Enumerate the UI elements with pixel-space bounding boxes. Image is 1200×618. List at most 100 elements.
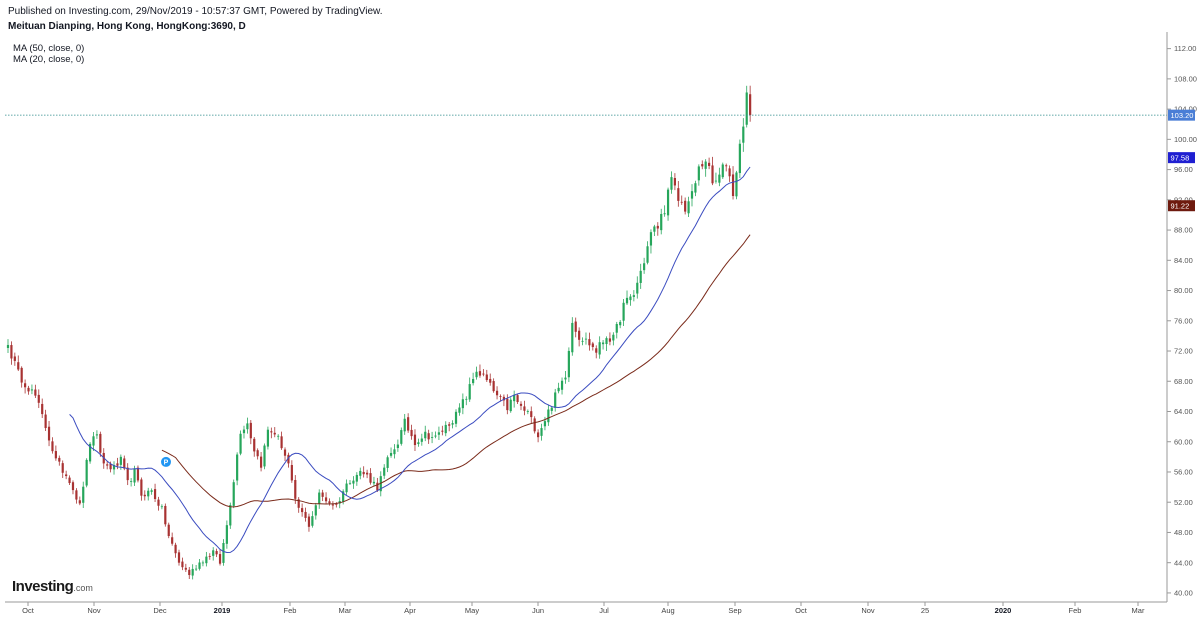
candle (410, 424, 413, 440)
candle (143, 490, 146, 501)
candle-body (386, 457, 389, 468)
candle-body (526, 411, 529, 412)
candle-body (58, 457, 61, 462)
candle (639, 263, 642, 289)
candle-body (728, 168, 731, 177)
candle (475, 366, 478, 380)
candle (643, 257, 646, 274)
y-tick-label: 96.00 (1174, 165, 1193, 174)
candle-body (513, 394, 516, 402)
y-tick-label: 112.00 (1174, 44, 1196, 53)
candle (437, 426, 441, 441)
candle-body (465, 398, 468, 400)
y-tick-label: 88.00 (1174, 226, 1193, 235)
candle (540, 423, 543, 441)
candle (345, 479, 348, 495)
last-price-badge-bg (1168, 109, 1195, 121)
candle (386, 455, 389, 473)
candle (677, 181, 680, 207)
candle (249, 420, 252, 445)
candle-body (639, 270, 642, 283)
candle (20, 366, 23, 388)
candle-body (171, 537, 174, 544)
candle (130, 478, 133, 487)
candle-body (690, 191, 694, 199)
candle (728, 165, 731, 182)
candle-body (201, 562, 205, 564)
candle-body (711, 165, 714, 184)
candle-body (136, 467, 140, 481)
candle-body (499, 396, 502, 397)
candle (420, 433, 423, 446)
candle-body (78, 500, 81, 504)
candle (65, 470, 68, 480)
candle-body (506, 398, 509, 411)
candle (181, 557, 184, 571)
x-tick-label: Nov (87, 606, 101, 615)
candle (44, 409, 47, 431)
candle-body (20, 367, 23, 383)
candle (195, 564, 198, 571)
candle (71, 480, 75, 495)
candle-body (410, 429, 413, 437)
candle (622, 299, 625, 326)
candle (270, 427, 273, 439)
candle (588, 332, 591, 351)
candle (369, 468, 372, 485)
candle-body (434, 435, 437, 437)
candle-body (560, 380, 564, 390)
y-tick-label: 44.00 (1174, 558, 1193, 567)
logo-main: Investing (12, 578, 74, 595)
candle (95, 430, 99, 439)
candle (656, 222, 659, 236)
candle-body (554, 392, 557, 408)
candle (287, 452, 290, 468)
candle (578, 327, 581, 347)
legend-ma20[interactable]: MA (20, close, 0) (13, 54, 85, 65)
candle-body (287, 454, 290, 464)
candle-body (437, 432, 441, 435)
candle-body (708, 162, 711, 166)
candle-body (297, 499, 300, 508)
y-tick-label: 84.00 (1174, 256, 1193, 265)
candle (673, 173, 676, 191)
candle-body (530, 411, 533, 418)
candle (359, 467, 362, 480)
candle (690, 184, 694, 207)
candle (263, 443, 266, 470)
candle (208, 553, 211, 560)
candle (427, 429, 430, 444)
x-tick-label: Oct (22, 606, 35, 615)
candle (601, 340, 605, 350)
candle-body (75, 490, 78, 500)
candle-body (345, 483, 348, 493)
candle-body (143, 494, 146, 497)
candle-body (475, 371, 478, 378)
candle (430, 431, 434, 444)
candle-body (283, 449, 287, 456)
candle (526, 409, 529, 415)
axis-layer: 40.00 44.00 48.00 52.00 56.00 60.00 64.00 68.00… (5, 32, 1197, 615)
candle-body (61, 463, 64, 473)
candle (222, 539, 225, 566)
candle (191, 564, 194, 580)
candle-body (30, 389, 34, 391)
candle (564, 371, 567, 384)
candle (718, 167, 721, 187)
candle-body (85, 459, 88, 486)
legend-ma50[interactable]: MA (50, close, 0) (13, 43, 85, 54)
candle-body (236, 454, 239, 481)
candle-body (119, 456, 122, 465)
candle-body (273, 432, 276, 435)
candle-body (54, 451, 57, 459)
candle-body (646, 246, 649, 263)
candle (348, 479, 352, 486)
candle (742, 118, 745, 152)
candle-body (540, 428, 543, 436)
candle (157, 496, 160, 511)
y-tick-label: 68.00 (1174, 377, 1193, 386)
candle (519, 401, 523, 411)
candle-body (17, 362, 20, 370)
candle-body (259, 456, 263, 468)
